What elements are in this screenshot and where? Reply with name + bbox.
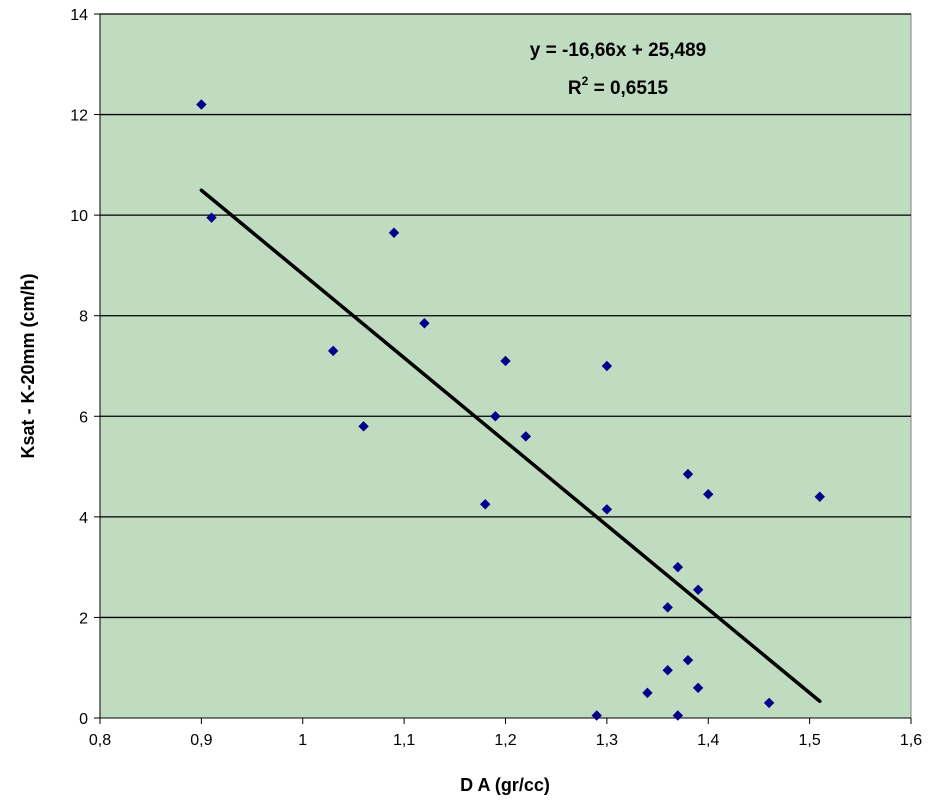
y-tick-label: 0: [79, 711, 88, 728]
data-point: [480, 499, 491, 510]
x-tick-label: 1,3: [596, 732, 618, 749]
x-tick-label: 1,5: [799, 732, 821, 749]
data-point: [388, 227, 400, 238]
y-tick-label: 12: [70, 108, 88, 125]
data-point: [520, 431, 531, 442]
y-axis-title: Ksat - K-20mm (cm/h): [18, 273, 38, 458]
data-point: [682, 468, 694, 480]
data-point: [642, 687, 653, 699]
data-point: [763, 697, 775, 709]
data-point: [814, 491, 825, 502]
y-tick-label: 14: [70, 7, 88, 24]
data-point: [500, 355, 511, 367]
data-point: [490, 411, 501, 422]
data-point: [682, 654, 694, 666]
x-tick-label: 0,8: [89, 732, 111, 749]
data-point: [591, 710, 602, 721]
x-tick-label: 1,4: [697, 732, 719, 749]
data-point: [662, 665, 673, 676]
y-tick-label: 8: [79, 309, 88, 326]
data-points: [196, 99, 825, 721]
y-tick-label: 2: [79, 610, 88, 627]
x-axis-ticks: 0,8 0,9 1 1,1 1,2 1,3 1,4 1,5 1,6: [89, 718, 922, 749]
y-tick-label: 6: [79, 409, 88, 426]
data-point: [196, 99, 207, 110]
data-point: [692, 682, 704, 694]
y-tick-label: 10: [70, 208, 88, 225]
trendline-group: [199, 188, 822, 704]
y-axis-ticks: 0 2 4 6 8 10 12 14: [70, 7, 100, 728]
data-point: [703, 489, 714, 500]
x-tick-label: 1,2: [494, 732, 516, 749]
x-axis-title: D A (gr/cc): [460, 775, 550, 795]
x-tick-label: 1,6: [900, 732, 922, 749]
data-point: [672, 710, 684, 721]
trendline-equation: y = -16,66x + 25,489: [530, 40, 706, 61]
y-tick-label: 4: [79, 510, 88, 527]
x-tick-label: 1,1: [393, 732, 415, 749]
data-point: [692, 584, 704, 595]
data-point: [419, 318, 430, 329]
data-point: [601, 504, 613, 515]
x-tick-label: 0,9: [190, 732, 212, 749]
data-point: [206, 212, 217, 223]
r-squared-label: R2 = 0,6515: [568, 74, 669, 99]
data-point: [672, 561, 684, 573]
data-point: [327, 345, 339, 357]
trendline: [199, 188, 822, 704]
gridlines: [100, 13, 911, 619]
data-point: [601, 360, 613, 372]
x-tick-label: 1: [298, 732, 307, 749]
data-point: [358, 421, 369, 432]
data-point: [662, 602, 673, 613]
